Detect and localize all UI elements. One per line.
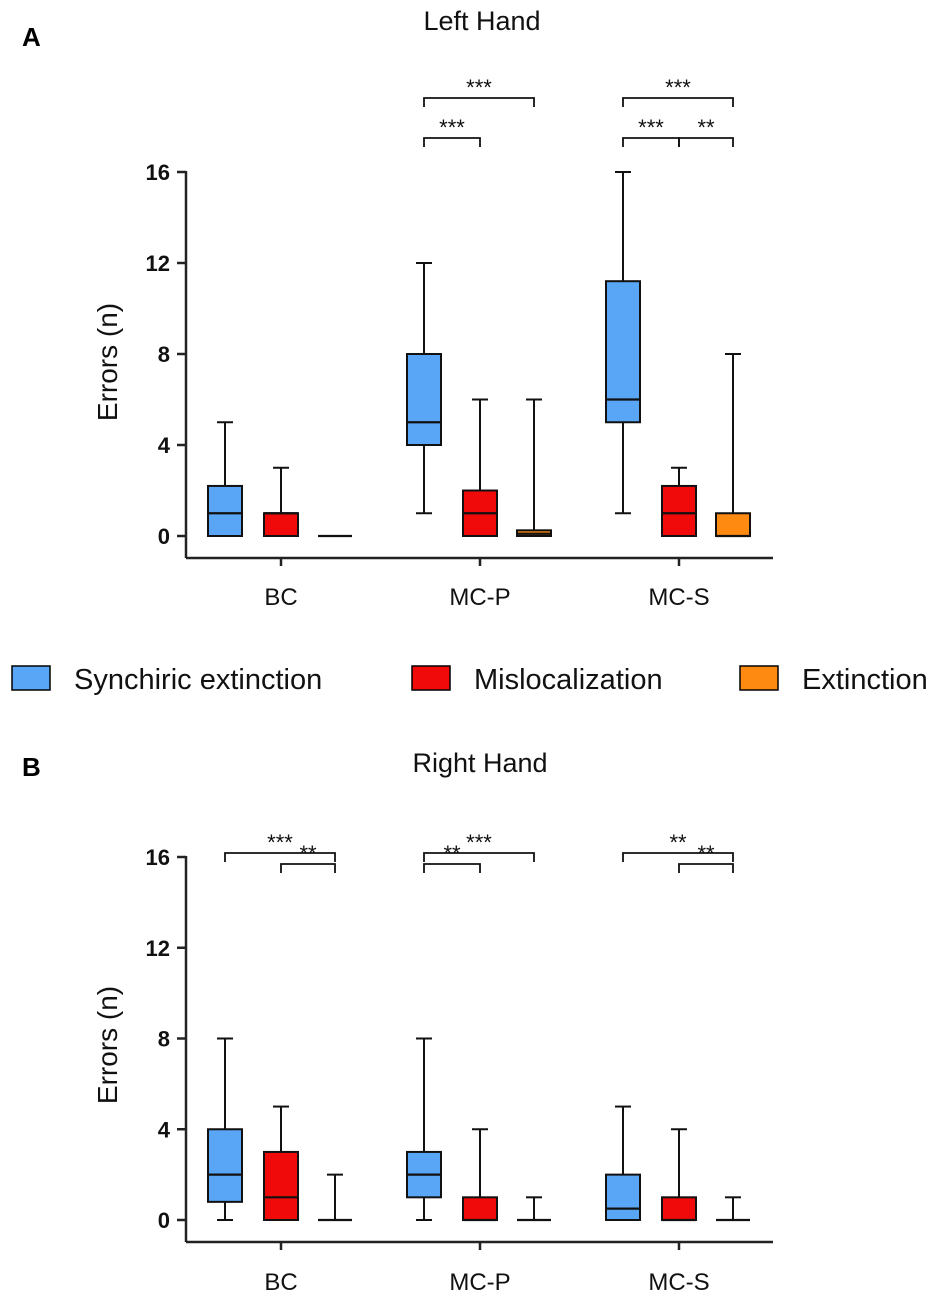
box-iqr (207, 1128, 243, 1203)
significance-label: *** (665, 75, 691, 100)
bracket-line (224, 852, 336, 862)
bracket-line (678, 137, 734, 147)
box-iqr (263, 512, 299, 537)
significance-bracket: ** (280, 841, 336, 873)
box-iqr (263, 1150, 299, 1221)
panel-left-hand: A Left Hand Errors (n) 0 4 8 12 16 BC MC-P MC-S… (22, 6, 773, 611)
box-mislocalization-mc-s (661, 1128, 697, 1222)
panel-letter: B (22, 752, 41, 782)
box-iqr (462, 1196, 498, 1221)
y-tick-label: 12 (146, 936, 170, 961)
y-tick-label: 4 (158, 1117, 171, 1142)
y-tick-label: 8 (158, 1027, 170, 1052)
significance-bracket: *** (423, 830, 535, 862)
significance-label: *** (466, 830, 492, 855)
bracket-line (423, 852, 535, 862)
legend-swatch-extinction (739, 665, 779, 691)
axes: 0 4 8 12 16 BC MC-P MC-S (146, 160, 773, 611)
significance-label: *** (638, 115, 664, 140)
y-tick-label: 0 (158, 524, 170, 549)
significance-label: ** (299, 841, 317, 866)
significance-label: ** (697, 841, 715, 866)
x-tick-label: MC-P (449, 1269, 510, 1296)
box-marks (207, 1037, 750, 1222)
box-iqr (605, 1173, 641, 1221)
significance-label: ** (443, 841, 461, 866)
bracket-line (622, 97, 734, 107)
y-tick-label: 16 (146, 160, 170, 185)
box-extinction-mc-s (715, 353, 751, 538)
box-iqr (661, 484, 697, 538)
box-mislocalization-mc-p (462, 398, 498, 537)
box-extinction-mc-p (516, 398, 552, 537)
y-axis-label: Errors (n) (92, 986, 123, 1104)
box-iqr (406, 353, 442, 446)
y-tick-label: 4 (158, 433, 171, 458)
box-extinction-mc-s (716, 1196, 750, 1222)
panel-letter: A (22, 22, 41, 52)
significance-bracket: ** (622, 830, 734, 862)
x-tick-label: MC-P (449, 584, 510, 611)
significance-brackets: ************** (224, 830, 734, 873)
significance-bracket: ** (423, 841, 481, 873)
significance-bracket: *** (622, 75, 734, 107)
x-tick-label: BC (264, 584, 297, 611)
y-tick-label: 0 (158, 1208, 170, 1233)
legend-swatch-mislocalization (411, 665, 451, 691)
axes: 0 4 8 12 16 BC MC-P MC-S (146, 845, 773, 1296)
panel-right-hand: B Right Hand Errors (n) 0 4 8 12 16 BC MC-P MC-… (22, 748, 773, 1296)
y-tick-label: 8 (158, 342, 170, 367)
significance-bracket: ** (678, 841, 734, 873)
box-synchiric-extinction-mc-s (605, 1105, 641, 1221)
x-tick-label: MC-S (648, 1269, 709, 1296)
significance-bracket: *** (224, 830, 336, 862)
box-extinction-bc (318, 1173, 352, 1222)
chart-title: Left Hand (423, 6, 540, 36)
significance-label: ** (669, 830, 687, 855)
legend-label: Extinction (802, 664, 928, 696)
significance-bracket: *** (423, 115, 481, 147)
y-tick-label: 16 (146, 845, 170, 870)
significance-label: *** (439, 115, 465, 140)
legend-label: Synchiric extinction (74, 664, 322, 696)
box-synchiric-extinction-mc-p (406, 262, 442, 515)
box-mislocalization-mc-p (462, 1128, 498, 1222)
significance-bracket: ** (678, 115, 734, 147)
box-iqr (715, 512, 751, 537)
significance-brackets: ************** (423, 75, 734, 147)
box-synchiric-extinction-bc (207, 421, 243, 538)
significance-label: ** (697, 115, 715, 140)
x-tick-label: MC-S (648, 584, 709, 611)
significance-label: *** (466, 75, 492, 100)
significance-bracket: *** (423, 75, 535, 107)
significance-bracket: *** (622, 115, 680, 147)
bracket-line (280, 863, 336, 873)
chart-title: Right Hand (412, 748, 547, 778)
box-mislocalization-bc (263, 1105, 299, 1221)
legend-label: Mislocalization (474, 664, 663, 696)
legend: Synchiric extinction Mislocalization Ext… (11, 664, 928, 696)
bracket-line (423, 137, 481, 147)
box-extinction-mc-p (517, 1196, 551, 1222)
box-marks (207, 171, 751, 538)
box-mislocalization-mc-s (661, 466, 697, 538)
box-iqr (605, 280, 641, 424)
bracket-line (423, 97, 535, 107)
legend-swatch-synchiric-extinction (11, 665, 51, 691)
significance-label: *** (267, 830, 293, 855)
bracket-line (622, 852, 734, 862)
box-iqr (661, 1196, 697, 1221)
y-tick-label: 12 (146, 251, 170, 276)
box-synchiric-extinction-mc-s (605, 171, 641, 515)
bracket-line (678, 863, 734, 873)
box-iqr (207, 484, 243, 538)
x-tick-label: BC (264, 1269, 297, 1296)
box-synchiric-extinction-mc-p (406, 1037, 442, 1221)
bracket-line (423, 863, 481, 873)
box-mislocalization-bc (263, 466, 299, 537)
box-synchiric-extinction-bc (207, 1037, 243, 1221)
y-axis-label: Errors (n) (92, 303, 123, 421)
